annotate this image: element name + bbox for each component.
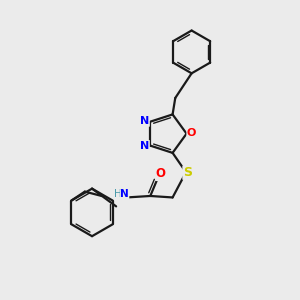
Text: N: N (120, 190, 129, 200)
Text: N: N (140, 116, 149, 126)
Text: O: O (156, 167, 166, 181)
Text: S: S (183, 166, 192, 179)
Text: H: H (114, 190, 122, 200)
Text: O: O (187, 128, 196, 138)
Text: N: N (140, 140, 149, 151)
